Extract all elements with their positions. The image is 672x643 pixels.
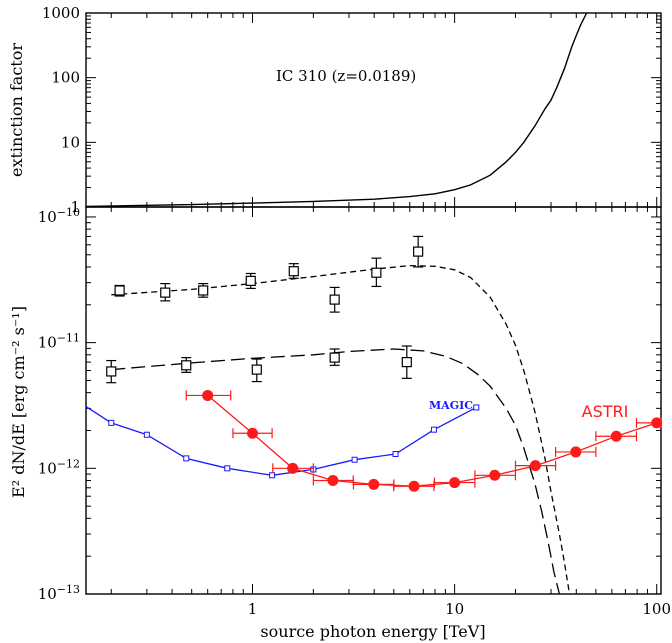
data-point <box>181 360 192 371</box>
data-point <box>329 294 340 305</box>
model-curve-2 <box>111 264 571 595</box>
magic-point <box>392 450 399 457</box>
data-point <box>413 246 424 257</box>
astri-point <box>327 474 339 486</box>
bottom-ticks: 10−13 10−12 10−11 10−10 1 10 100 <box>38 206 671 618</box>
x-tick-label: 100 <box>642 600 671 618</box>
data-point <box>251 364 262 375</box>
astri-series-label: ASTRI <box>582 402 629 421</box>
top-series <box>85 12 588 208</box>
x-tick-label: 10 <box>445 600 464 618</box>
astri-point <box>202 389 214 401</box>
data-point <box>160 287 171 298</box>
magic-point <box>269 472 276 479</box>
y-tick-label: 1 <box>70 198 80 216</box>
y-tick-label: 1000 <box>42 4 80 22</box>
extinction-panel: 1 10 100 1000 extinction factor IC 310 (z=0… <box>7 4 662 216</box>
magic-series-label: MAGIC <box>429 399 473 412</box>
x-tick-label: 1 <box>248 600 258 618</box>
data-point <box>371 267 382 278</box>
data-point <box>288 266 299 277</box>
top-ticks: 1 10 100 1000 <box>42 4 661 216</box>
astri-point <box>529 460 541 472</box>
data-point <box>329 352 340 363</box>
source-annotation: IC 310 (z=0.0189) <box>276 67 416 85</box>
data-point <box>401 357 412 368</box>
astri-point <box>651 417 663 429</box>
data-point <box>198 285 209 296</box>
bottom-series <box>85 235 663 595</box>
magic-point <box>108 419 115 426</box>
y-tick-label: 10−12 <box>38 457 80 477</box>
astri-point <box>449 477 461 489</box>
magic-point <box>351 456 358 463</box>
bottom-plot-frame <box>85 206 662 595</box>
sed-panel: 10−13 10−12 10−11 10−10 1 10 100 E² dN/dE [erg… <box>9 206 671 641</box>
astri-point <box>287 462 299 474</box>
model-curve-3 <box>111 348 561 595</box>
top-ylabel: extinction factor <box>7 43 26 177</box>
astri-point <box>247 427 259 439</box>
magic-point <box>224 465 231 472</box>
bottom-xlabel: source photon energy [TeV] <box>260 622 485 641</box>
y-tick-label: 10 <box>61 133 80 151</box>
astri-point <box>368 478 380 490</box>
bottom-ylabel: E² dN/dE [erg cm⁻² s⁻¹] <box>9 306 28 498</box>
y-tick-label: 10−10 <box>38 206 80 226</box>
y-tick-label: 100 <box>51 69 80 87</box>
data-point <box>245 275 256 286</box>
astri-point <box>489 469 501 481</box>
y-tick-label: 10−13 <box>38 583 80 603</box>
astri-point <box>610 430 622 442</box>
magic-line <box>85 406 477 476</box>
magic-point <box>430 426 437 433</box>
astri-point <box>408 480 420 492</box>
data-point <box>114 285 125 296</box>
extinction-curve <box>85 12 588 208</box>
y-tick-label: 10−11 <box>38 332 80 352</box>
astri-point <box>570 446 582 458</box>
top-plot-frame <box>85 12 662 208</box>
magic-point <box>183 455 190 462</box>
data-point <box>106 366 117 377</box>
magic-point <box>143 431 150 438</box>
magic-point <box>473 404 480 411</box>
